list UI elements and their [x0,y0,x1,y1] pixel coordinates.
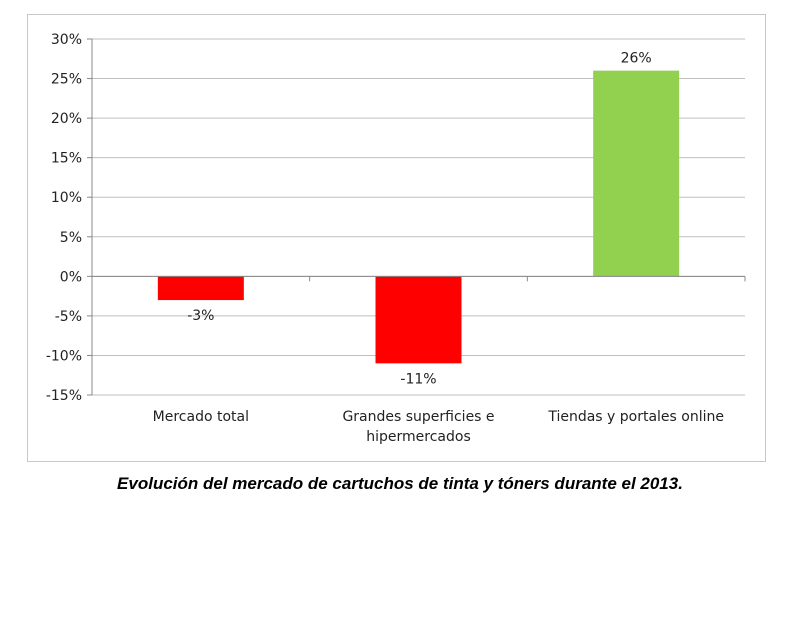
category-label: hipermercados [366,429,471,445]
data-label: -3% [187,308,214,324]
y-tick-label: 20% [51,111,82,127]
bar-chart: 30% 25% 20% 15% 10% 5% 0% -5% -10% -15% -3% Mercado… [46,32,746,445]
data-label: 26% [621,51,652,67]
bar [157,276,244,301]
y-tick-label: -15% [46,388,82,404]
y-tick-label: -5% [55,309,82,325]
y-tick-label: 0% [60,269,82,285]
category-label: Tiendas y portales online [547,409,724,425]
data-label: -11% [400,371,436,387]
category-label: Mercado total [153,409,249,425]
bar [593,70,680,277]
y-tick-label: 10% [51,190,82,206]
y-tick-label: 15% [51,151,82,167]
bar [375,276,462,364]
chart-caption: Evolución del mercado de cartuchos de ti… [117,474,683,493]
category-label: Grandes superficies e [342,409,494,425]
y-tick-label: -10% [46,348,82,364]
y-tick-label: 25% [51,72,82,88]
y-tick-label: 30% [51,32,82,48]
y-tick-label: 5% [60,230,82,246]
